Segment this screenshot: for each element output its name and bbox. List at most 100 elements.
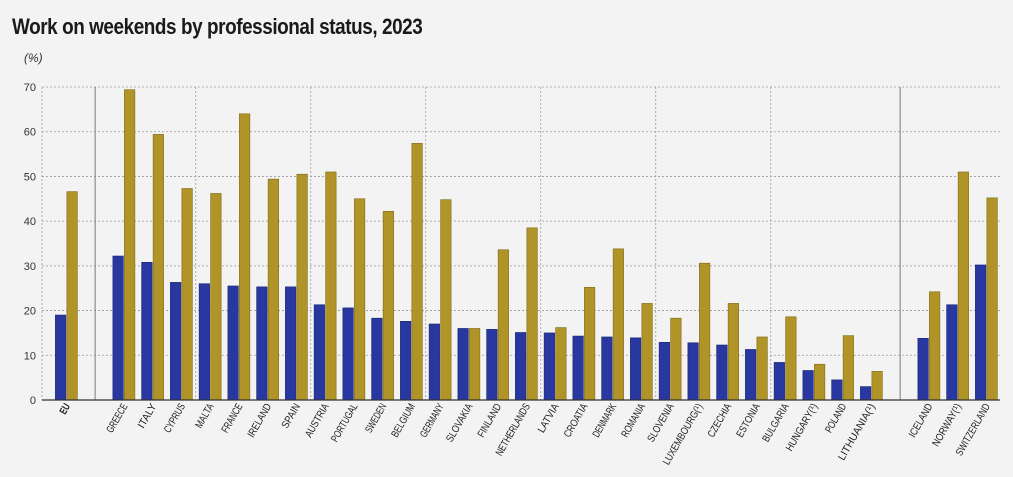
bar-series2-29 xyxy=(957,171,969,401)
bar-series2-15 xyxy=(526,227,538,401)
bar-series1-2 xyxy=(141,261,153,401)
bar-series1-29 xyxy=(946,304,958,401)
bar-series1-13 xyxy=(457,328,469,401)
bar-series2-11 xyxy=(411,143,423,401)
y-tick-label: 70 xyxy=(24,82,36,94)
x-tick-label: SLOVENIA xyxy=(645,402,677,445)
bar-series1-17 xyxy=(572,335,584,401)
bar-series1-22 xyxy=(716,344,728,401)
bar-series1-28 xyxy=(917,337,929,401)
x-tick-label: SWEDEN xyxy=(363,402,389,436)
x-tick-label: BULGARIA xyxy=(760,402,792,445)
bar-series2-10 xyxy=(382,211,394,401)
x-tick-label: POLAND xyxy=(823,401,849,435)
x-tick-label: SPAIN xyxy=(279,402,303,431)
chart-title: Work on weekends by professional status,… xyxy=(12,14,423,39)
grid-layer xyxy=(41,86,1000,400)
bar-series1-15 xyxy=(515,332,527,401)
bar-series2-4 xyxy=(210,193,222,401)
bar-series2-27 xyxy=(871,371,883,401)
x-tick-label: ESTONIA xyxy=(734,402,763,440)
bar-series1-12 xyxy=(428,323,440,401)
bar-series1-18 xyxy=(601,336,613,401)
bar-series2-25 xyxy=(814,363,826,401)
bar-series1-25 xyxy=(802,370,814,401)
bar-series1-16 xyxy=(543,332,555,401)
bar-series2-17 xyxy=(584,287,596,401)
x-tick-label: BELGIUM xyxy=(389,402,418,440)
bar-series2-12 xyxy=(440,199,452,401)
bar-series2-6 xyxy=(267,178,279,401)
bar-series2-24 xyxy=(785,316,797,401)
x-tick-label: CYPRUS xyxy=(162,402,188,436)
x-tick-label: CROATIA xyxy=(562,402,591,440)
bars-layer xyxy=(55,89,998,401)
x-tick-label: DENMARK xyxy=(590,402,619,440)
x-tick-label: PORTUGAL xyxy=(329,401,361,444)
bar-series2-1 xyxy=(124,89,136,401)
x-tick-label: MALTA xyxy=(193,402,217,431)
bar-series2-0 xyxy=(66,191,78,401)
x-tick-label: GERMANY xyxy=(418,402,447,440)
bar-series2-23 xyxy=(756,336,768,401)
x-tick-label: ROMANIA xyxy=(619,402,648,440)
bar-series1-26 xyxy=(831,379,843,401)
bar-series2-5 xyxy=(239,113,251,401)
bar-series2-3 xyxy=(181,188,193,401)
y-tick-label: 30 xyxy=(24,261,36,273)
bar-series2-16 xyxy=(555,327,567,401)
bar-series1-11 xyxy=(400,321,412,401)
bar-series1-6 xyxy=(256,286,268,401)
bar-series2-8 xyxy=(325,171,337,401)
bar-series2-20 xyxy=(670,317,682,401)
bar-series2-18 xyxy=(612,248,624,401)
x-tick-label: SLOVAKIA xyxy=(444,402,476,445)
bar-series1-21 xyxy=(687,342,699,401)
bar-series2-2 xyxy=(152,134,164,401)
bar-series1-3 xyxy=(170,282,182,401)
bar-series1-20 xyxy=(658,342,670,401)
bar-series1-1 xyxy=(112,255,124,401)
x-tick-label: EU xyxy=(57,402,73,417)
bar-series1-5 xyxy=(227,285,239,401)
bar-series1-0 xyxy=(55,314,67,401)
bar-series2-14 xyxy=(497,249,509,401)
x-tick-label: ITALY xyxy=(136,402,160,431)
x-tick-label: CZECHIA xyxy=(705,402,734,440)
bar-series1-27 xyxy=(860,386,872,401)
y-tick-label: 20 xyxy=(24,306,36,318)
bar-series1-23 xyxy=(745,349,757,401)
bar-series1-8 xyxy=(313,304,325,401)
y-tick-label: 50 xyxy=(24,171,36,183)
bar-series1-4 xyxy=(198,283,210,401)
x-tick-label: LATVIA xyxy=(535,402,561,436)
x-tick-label: FINLAND xyxy=(475,401,504,439)
x-tick-label: FRANCE xyxy=(219,402,245,436)
y-tick-label: 60 xyxy=(24,127,36,139)
bar-series2-26 xyxy=(842,335,854,401)
y-tick-label: 0 xyxy=(30,395,36,407)
bar-series1-30 xyxy=(975,264,987,401)
unit-label: (%) xyxy=(24,51,43,65)
x-tick-label: AUSTRIA xyxy=(303,402,332,440)
x-tick-label: IRELAND xyxy=(245,401,274,439)
bar-series1-7 xyxy=(285,286,297,401)
bar-series2-9 xyxy=(354,198,366,401)
bar-series2-21 xyxy=(699,262,711,401)
bar-series1-10 xyxy=(371,317,383,401)
y-tick-label: 40 xyxy=(24,216,36,228)
bar-series2-13 xyxy=(469,328,481,401)
bar-series2-22 xyxy=(727,303,739,401)
bar-series2-30 xyxy=(986,197,998,401)
bar-series1-9 xyxy=(342,307,354,401)
bar-series1-24 xyxy=(773,362,785,401)
bar-series2-28 xyxy=(929,291,941,401)
bar-series1-14 xyxy=(486,329,498,401)
bar-series2-19 xyxy=(641,303,653,401)
bar-series1-19 xyxy=(630,337,642,401)
x-tick-label: ICELAND xyxy=(907,401,936,439)
x-tick-label: GREECE xyxy=(104,402,130,436)
bar-series2-7 xyxy=(296,173,308,401)
y-tick-label: 10 xyxy=(24,350,36,362)
